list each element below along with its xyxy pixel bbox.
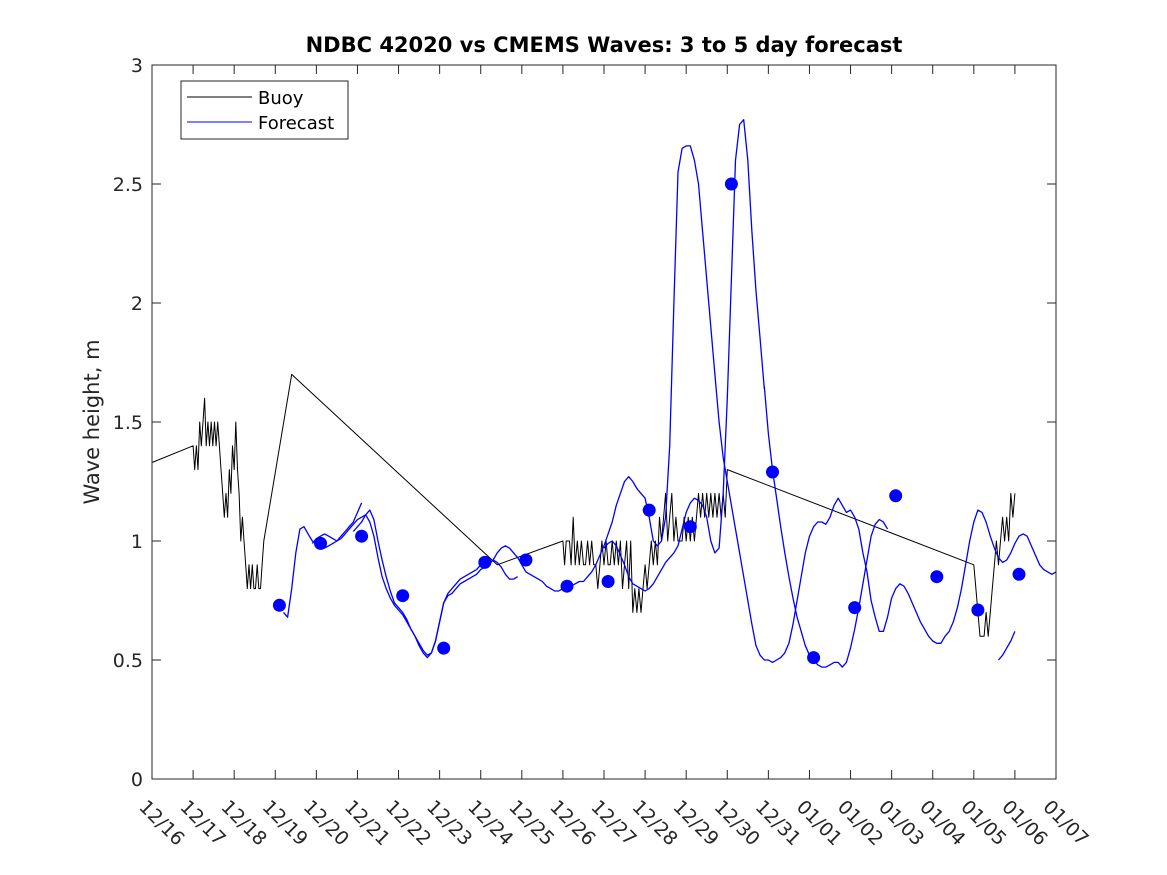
forecast-series-line-4: [603, 119, 765, 592]
y-tick-label: 3: [131, 55, 143, 77]
forecast-point: [314, 536, 327, 550]
y-tick-label: 2.5: [113, 174, 143, 196]
y-tick-label: 1.5: [113, 412, 143, 434]
buoy-series-line: [151, 373, 1016, 637]
forecast-point: [930, 570, 944, 584]
series-layer: [151, 119, 1057, 668]
y-tick-label: 0: [131, 769, 143, 791]
plot-area: [152, 65, 1056, 779]
forecast-point: [889, 489, 903, 503]
forecast-series-line-6: [998, 631, 1016, 661]
forecast-point: [437, 641, 451, 655]
y-tick-label: 2: [131, 293, 143, 315]
forecast-series-line-5: [763, 386, 889, 668]
forecast-point: [971, 603, 985, 617]
forecast-point: [724, 177, 738, 191]
forecast-point: [848, 601, 862, 615]
chart-title: NDBC 42020 vs CMEMS Waves: 3 to 5 day fo…: [306, 33, 903, 57]
y-tick-label: 1: [131, 531, 143, 553]
forecast-point: [560, 579, 574, 593]
forecast-point: [478, 555, 492, 569]
forecast-point: [355, 529, 369, 543]
forecast-point: [683, 520, 697, 534]
forecast-point: [642, 503, 656, 517]
forecast-point: [272, 598, 286, 612]
legend-box: [180, 80, 349, 140]
y-tick-label: 0.5: [113, 650, 143, 672]
legend-buoy-label: Buoy: [258, 88, 304, 109]
forecast-point: [601, 575, 615, 588]
legend-forecast-label: Forecast: [258, 113, 334, 134]
forecast-point: [766, 465, 779, 479]
forecast-point: [807, 651, 821, 665]
legend: Buoy Forecast: [180, 80, 349, 140]
y-axis-label: Wave height, m: [80, 339, 104, 504]
forecast-point: [396, 589, 410, 603]
forecast-point: [1012, 567, 1026, 581]
forecast-point: [519, 553, 533, 567]
